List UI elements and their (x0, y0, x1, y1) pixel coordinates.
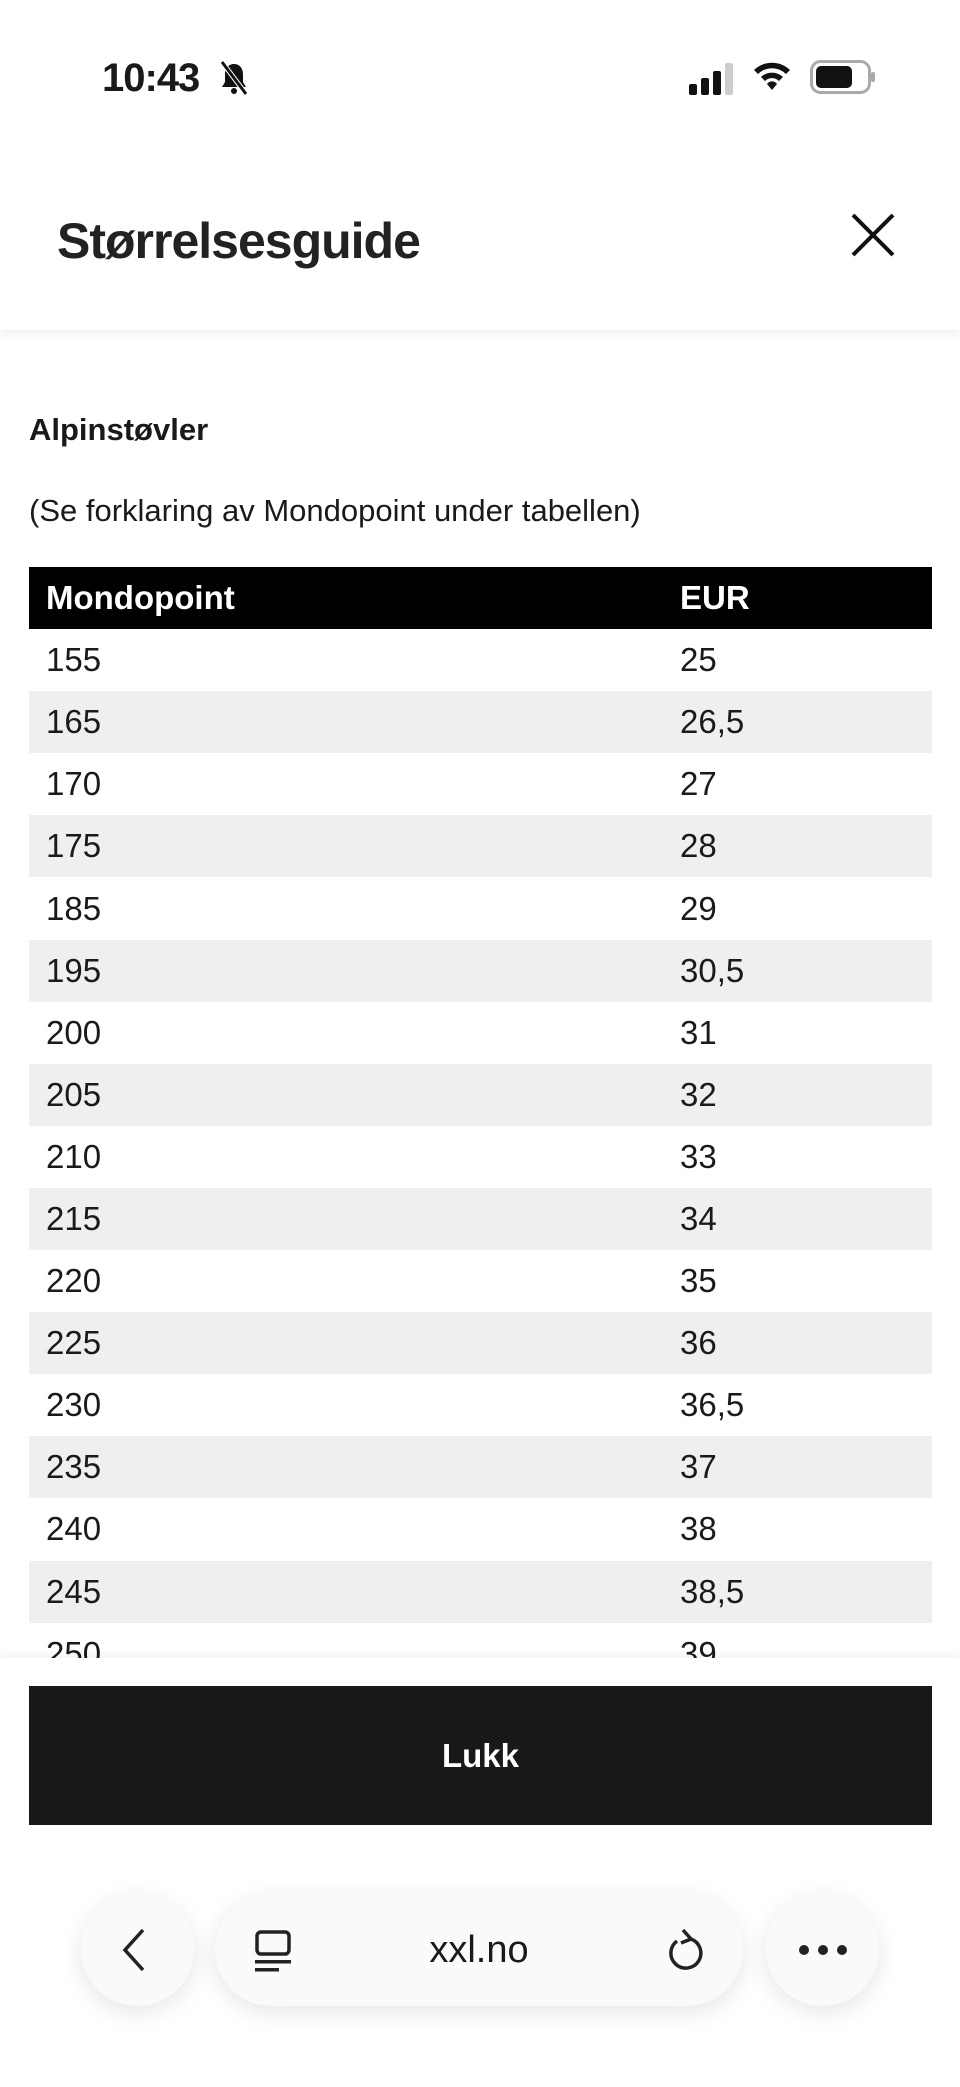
url-text: xxl.no (429, 1929, 529, 1971)
chevron-left-icon (122, 1928, 145, 1972)
table-row: 205 32 (29, 1063, 932, 1126)
table-row: 210 33 (29, 1126, 932, 1188)
table-row: 175 28 (29, 815, 932, 878)
eur-cell: 39 (680, 1634, 717, 1658)
eur-cell: 37 (663, 1436, 932, 1499)
table-row: 195 30,5 (29, 939, 932, 1002)
battery-icon (810, 60, 875, 94)
eur-cell: 31 (680, 1013, 717, 1051)
eur-cell: 33 (680, 1137, 717, 1175)
table-row: 240 38 (29, 1498, 932, 1560)
reader-tabs-icon (255, 1930, 291, 1972)
table-row: 220 35 (29, 1250, 932, 1312)
table-row: 165 26,5 (29, 691, 932, 754)
mondopoint-cell: 170 (46, 765, 102, 803)
reload-icon[interactable] (665, 1927, 707, 1973)
eur-cell: 28 (663, 815, 932, 878)
mondopoint-cell: 230 (46, 1386, 102, 1424)
size-table: Mondopoint EUR 155 25 165 26,5 170 27 175 28 185… (29, 567, 932, 1658)
eur-cell: 38 (680, 1510, 717, 1548)
close-button[interactable]: Lukk (29, 1686, 932, 1825)
wifi-icon (754, 62, 790, 90)
mondopoint-cell: 185 (46, 889, 102, 927)
eur-cell: 27 (680, 765, 717, 803)
address-bar[interactable]: xxl.no (215, 1893, 743, 2006)
eur-cell: 38,5 (663, 1560, 932, 1623)
mondopoint-cell: 220 (46, 1262, 102, 1300)
eur-cell: 29 (680, 889, 717, 927)
modal-header: Størrelsesguide (0, 150, 960, 330)
table-header-row: Mondopoint EUR (29, 567, 932, 630)
page-title: Størrelsesguide (57, 213, 421, 269)
mondopoint-cell: 215 (29, 1187, 663, 1251)
table-row: 215 34 (29, 1187, 932, 1251)
mondopoint-cell: 175 (29, 815, 663, 878)
mondopoint-cell: 165 (29, 691, 663, 754)
column-header-mondopoint: Mondopoint (29, 567, 663, 630)
section-title: Alpinstøvler (29, 412, 209, 447)
table-row: 170 27 (29, 753, 932, 815)
more-dots-icon (799, 1945, 847, 1955)
section-subtitle: (Se forklaring av Mondopoint under tabel… (29, 493, 641, 528)
mondopoint-cell: 225 (29, 1312, 663, 1375)
eur-cell: 30,5 (663, 939, 932, 1002)
size-guide-content[interactable]: Alpinstøvler (Se forklaring av Mondopoin… (0, 330, 960, 1658)
clock: 10:43 (102, 56, 200, 100)
table-row: 225 36 (29, 1312, 932, 1375)
back-button[interactable] (81, 1893, 194, 2006)
mondopoint-cell: 240 (46, 1510, 102, 1548)
more-button[interactable] (766, 1893, 879, 2006)
table-row: 230 36,5 (29, 1374, 932, 1436)
close-icon[interactable] (848, 210, 898, 260)
eur-cell: 32 (663, 1063, 932, 1126)
table-row: 235 37 (29, 1436, 932, 1499)
mondopoint-cell: 155 (46, 641, 102, 679)
eur-cell: 36 (663, 1312, 932, 1375)
mondopoint-cell: 245 (29, 1560, 663, 1623)
mondopoint-cell: 200 (46, 1013, 102, 1051)
eur-cell: 34 (663, 1187, 932, 1251)
signal-icon (689, 63, 733, 95)
modal-footer: Lukk xxl.no (0, 1658, 960, 2087)
eur-cell: 36,5 (680, 1386, 745, 1424)
table-row: 155 25 (29, 629, 932, 691)
status-bar: 10:43 (0, 0, 960, 150)
mondopoint-cell: 235 (29, 1436, 663, 1499)
eur-cell: 35 (680, 1262, 717, 1300)
browser-toolbar: xxl.no (0, 1893, 960, 2006)
mondopoint-cell: 195 (29, 939, 663, 1002)
column-header-eur: EUR (663, 567, 932, 630)
mondopoint-cell: 210 (46, 1137, 102, 1175)
mondopoint-cell: 250 (46, 1634, 102, 1658)
table-row: 245 38,5 (29, 1560, 932, 1623)
mondopoint-cell: 205 (29, 1063, 663, 1126)
table-row: 250 39 (29, 1623, 932, 1658)
table-row: 200 31 (29, 1002, 932, 1064)
eur-cell: 25 (680, 641, 717, 679)
eur-cell: 26,5 (663, 691, 932, 754)
table-row: 185 29 (29, 877, 932, 939)
silent-bell-icon (220, 60, 248, 96)
